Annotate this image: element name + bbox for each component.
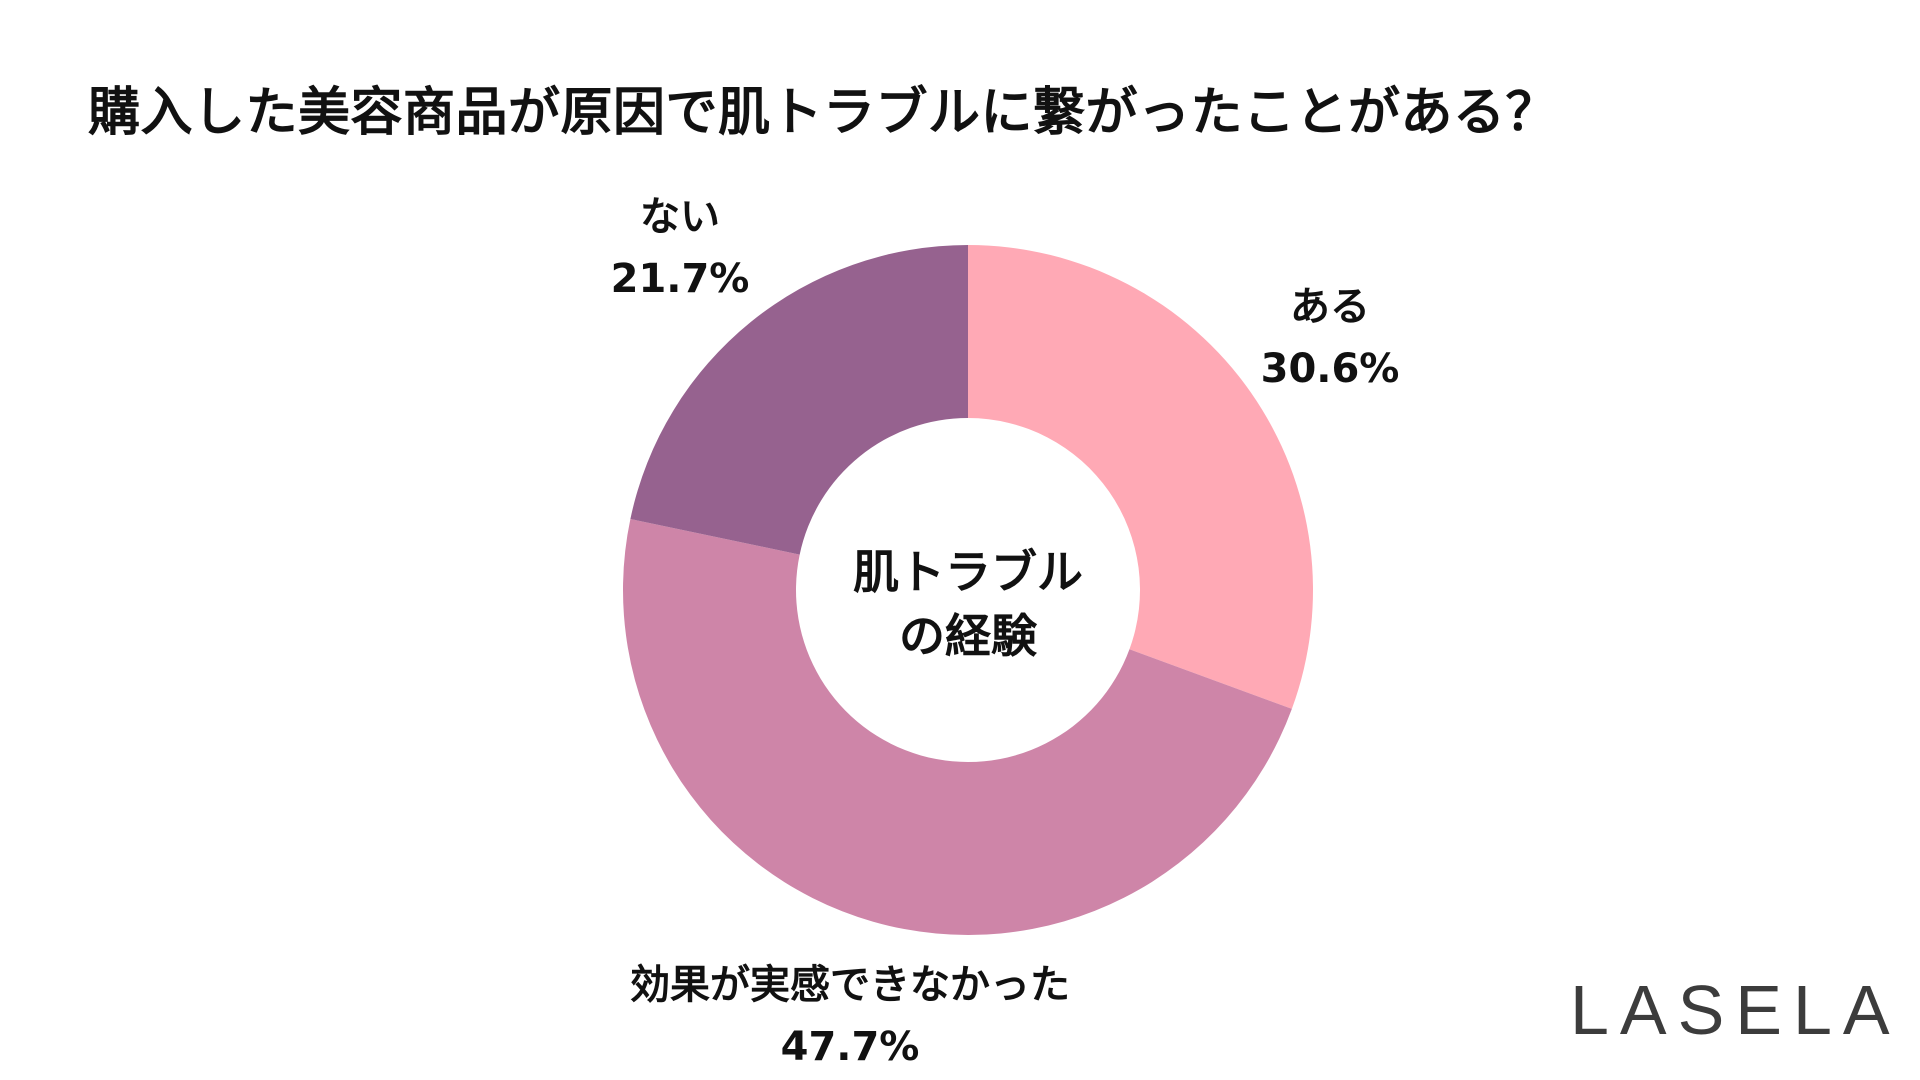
- donut-center-label: 肌トラブル の経験: [788, 540, 1148, 668]
- slice-label-text: ない: [640, 194, 720, 240]
- donut-slice-1: [968, 245, 1313, 709]
- donut-slice-2: [623, 518, 1292, 935]
- slice-label-text: ある: [1290, 284, 1370, 330]
- brand-logo: LASELA: [1570, 971, 1901, 1049]
- slice-label-aru: ある 30.6%: [1250, 276, 1410, 400]
- center-label-line: の経験: [899, 609, 1037, 663]
- chart-title: 購入した美容商品が原因で肌トラブルに繋がったことがある？: [88, 83, 1559, 143]
- donut-slice-3: [630, 245, 968, 555]
- slice-label-percent: 21.7%: [610, 256, 750, 302]
- slice-label-kouka: 効果が実感できなかった 47.7%: [560, 954, 1140, 1078]
- center-label-line: 肌トラブル: [853, 545, 1083, 599]
- slice-label-percent: 30.6%: [1260, 346, 1400, 392]
- slice-label-nai: ない 21.7%: [600, 186, 760, 310]
- slice-label-percent: 47.7%: [780, 1024, 920, 1070]
- slice-label-text: 効果が実感できなかった: [630, 962, 1070, 1008]
